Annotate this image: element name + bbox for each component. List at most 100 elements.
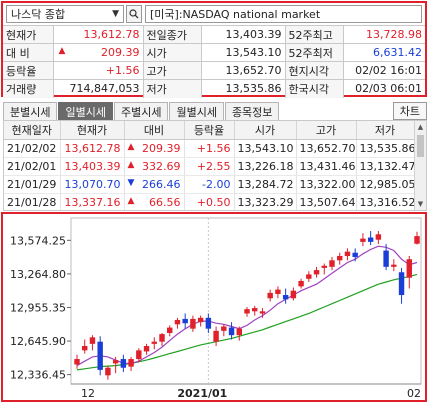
info-value-text: 714,847,053 <box>69 82 140 96</box>
info-label: 한국시각 <box>285 79 344 98</box>
chart-button[interactable]: 차트 <box>392 102 427 120</box>
cell-low-text: 12,985.05 <box>359 177 414 191</box>
candle-body <box>74 359 80 365</box>
cell-low: 13,316.52 <box>356 193 415 210</box>
col-header-date[interactable]: 현재일자 <box>4 121 61 140</box>
scroll-thumb[interactable] <box>417 135 424 157</box>
cell-open: 13,323.29 <box>234 193 297 210</box>
cell-date: 21/02/02 <box>4 139 61 158</box>
info-label-text: 현재가 <box>6 28 37 42</box>
tab-daily[interactable]: 일별시세 <box>58 102 113 120</box>
info-value-text: 13,728.98 <box>366 28 422 41</box>
cell-open-text: 13,543.10 <box>237 141 294 155</box>
tab-minute[interactable]: 분별시세 <box>3 102 58 120</box>
vertical-scrollbar[interactable]: ▲ ▼ <box>414 121 426 210</box>
cell-low-text: 13,535.86 <box>359 141 414 155</box>
quote-info-row: 거래량 714,847,053 저가 13,535.86 한국시각 02/03 06:01 <box>3 79 425 98</box>
col-header-diff[interactable]: 대비 <box>124 121 185 140</box>
candle-body <box>112 360 119 364</box>
info-value-text: 13,612.78 <box>83 28 140 41</box>
tab-monthly[interactable]: 월별시세 <box>169 102 224 120</box>
scroll-up-icon[interactable]: ▲ <box>417 123 424 131</box>
table-row[interactable]: 21/02/02 13,612.78 ▲ 209.39 +1.56 13,543.10 13… <box>4 139 415 158</box>
cell-rate: +2.55 <box>184 157 235 176</box>
candle-body <box>182 318 188 324</box>
info-label-text: 52주최저 <box>288 46 333 60</box>
info-value: 13,403.39 <box>201 25 286 44</box>
market-selector-dropdown[interactable]: 나스닥 종합 ▼ <box>6 5 124 23</box>
quote-info-row: 대 비 ▲ 209.39 시가 13,543.10 52주최저 6,631.42 <box>3 43 425 62</box>
quote-info-row: 등락율 +1.56 고가 13,652.70 현지시각 02/02 16:01 <box>3 61 425 80</box>
col-header-high[interactable]: 고가 <box>296 121 357 140</box>
info-label: 전일종가 <box>143 25 202 44</box>
y-tick-label: 13,264.80 <box>10 268 66 281</box>
cell-rate: -2.00 <box>184 175 235 194</box>
candle-body <box>105 367 111 376</box>
quote-summary-panel: 나스닥 종합 ▼ [미국]:NASDAQ national market 현재가… <box>1 1 427 98</box>
cell-price: 13,337.16 <box>60 193 125 210</box>
table-row[interactable]: 21/01/29 13,070.70 ▼ 266.46 -2.00 13,284.72 13… <box>4 175 415 194</box>
info-value: 6,631.42 <box>343 43 425 62</box>
tab-stock-info[interactable]: 종목정보 <box>224 102 280 120</box>
candle-body <box>337 255 343 261</box>
cell-date-text: 21/02/01 <box>7 159 57 173</box>
cell-low-text: 13,316.52 <box>359 195 414 209</box>
cell-high-text: 13,652.70 <box>299 141 356 155</box>
candle-body <box>282 295 289 300</box>
candle-body <box>360 238 366 242</box>
cell-high-text: 13,507.64 <box>299 195 356 209</box>
candle-body <box>89 337 96 344</box>
info-value-text: 13,403.39 <box>225 28 282 41</box>
col-header-rate[interactable]: 등락율 <box>184 121 235 140</box>
info-value: 13,612.78 <box>53 25 144 44</box>
info-label-text: 한국시각 <box>288 82 329 96</box>
cell-low-text: 13,132.47 <box>359 159 414 173</box>
candle-body <box>159 334 165 342</box>
table-row[interactable]: 21/02/01 13,403.39 ▲ 332.69 +2.55 13,226.18 13… <box>4 157 415 176</box>
col-header-open[interactable]: 시가 <box>234 121 297 140</box>
search-button[interactable] <box>126 5 142 23</box>
col-header-low[interactable]: 저가 <box>356 121 415 140</box>
table-row[interactable]: 21/01/28 13,337.16 ▲ 66.56 +0.50 13,323.29 13,… <box>4 193 415 210</box>
candle-body <box>228 327 235 336</box>
info-value: ▲ 209.39 <box>53 43 144 62</box>
y-tick-label: 13,574.25 <box>10 234 66 247</box>
cell-date-text: 21/01/28 <box>7 195 57 209</box>
candle-body <box>136 350 142 360</box>
col-header-price[interactable]: 현재가 <box>60 121 125 140</box>
cell-rate: +1.56 <box>184 139 235 158</box>
cell-diff-text: 66.56 <box>149 195 181 209</box>
daily-price-table-panel: 현재일자 현재가 대비 등락율 시가 고가 저가 21/02/02 13,612.… <box>3 120 427 211</box>
info-value-text: 13,652.70 <box>225 64 282 77</box>
candle-body <box>97 341 103 370</box>
candle-body <box>205 317 212 329</box>
cell-diff: ▲ 66.56 <box>124 193 185 210</box>
cell-low: 13,535.86 <box>356 139 415 158</box>
up-arrow-icon: ▲ <box>127 159 135 170</box>
info-value-text: +1.56 <box>105 64 140 77</box>
info-label: 등락율 <box>3 61 54 80</box>
cell-high: 13,507.64 <box>296 193 357 210</box>
cell-diff-text: 209.39 <box>142 141 181 155</box>
info-value: 714,847,053 <box>53 79 144 98</box>
info-value: 02/03 06:01 <box>343 79 425 98</box>
cell-open-text: 13,284.72 <box>237 177 294 191</box>
candle-body <box>329 260 335 267</box>
scroll-down-icon[interactable]: ▼ <box>417 200 424 208</box>
info-label: 고가 <box>143 61 202 80</box>
cell-rate-text: +1.56 <box>196 141 231 155</box>
candle-body <box>221 326 227 331</box>
quote-info-row: 현재가 13,612.78 전일종가 13,403.39 52주최고 13,728.98 <box>3 25 425 44</box>
cell-date: 21/02/01 <box>4 157 61 176</box>
up-arrow-icon: ▲ <box>127 141 135 152</box>
info-value-text: 6,631.42 <box>373 46 422 59</box>
candle-body <box>306 274 312 279</box>
candle-body <box>190 318 196 329</box>
info-value: 13,652.70 <box>201 61 286 80</box>
cell-diff: ▲ 332.69 <box>124 157 185 176</box>
candle-body <box>313 270 320 275</box>
info-label: 저가 <box>143 79 202 98</box>
candle-body <box>275 289 281 294</box>
tab-weekly[interactable]: 주별시세 <box>113 102 169 120</box>
info-label-text: 등락율 <box>6 64 37 78</box>
